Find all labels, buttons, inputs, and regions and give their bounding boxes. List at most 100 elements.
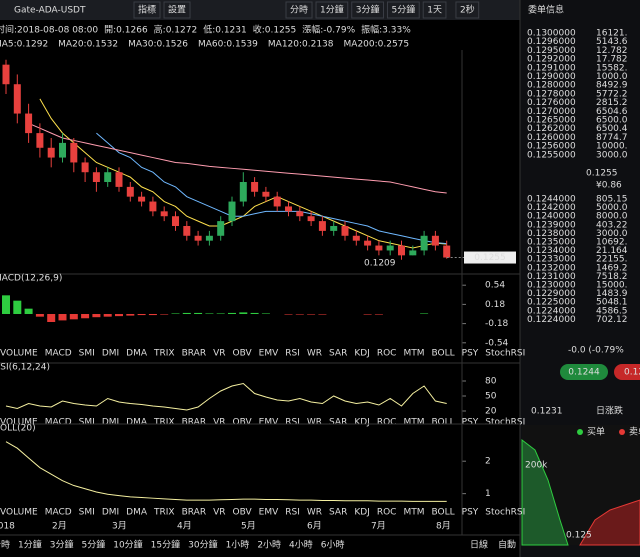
bid-price: 0.1235000: [527, 238, 576, 248]
candle-body: [431, 235, 439, 246]
indicator-tab[interactable]: DMA: [126, 349, 148, 359]
buy-price[interactable]: 0.1244: [568, 368, 600, 378]
indicator-tab[interactable]: MACD: [45, 418, 72, 428]
indicator-tab[interactable]: MACD: [45, 349, 72, 359]
toolbar-button[interactable]: 2秒: [460, 4, 475, 16]
macd-bar: [250, 312, 259, 314]
y-tick-label: 20: [485, 407, 497, 417]
candle-body: [239, 182, 247, 202]
indicator-tab[interactable]: WR: [307, 508, 322, 518]
indicator-tab[interactable]: EMV: [259, 418, 279, 428]
indicator-tab[interactable]: TRIX: [153, 508, 175, 518]
indicator-tab[interactable]: MTM: [403, 508, 424, 518]
indicator-tab[interactable]: KDJ: [354, 418, 370, 428]
indicator-tab[interactable]: VR: [213, 418, 225, 428]
ask-amount: 8492.9: [596, 81, 628, 91]
indicator-tab[interactable]: KDJ: [354, 508, 370, 518]
interval-tab[interactable]: 6小時: [321, 540, 345, 551]
indicator-tab[interactable]: DMI: [102, 418, 119, 428]
interval-tab[interactable]: 10分鐘: [113, 539, 142, 551]
macd-bar: [182, 312, 191, 314]
candle-body: [149, 201, 157, 212]
indicator-tab[interactable]: VOLUME: [0, 418, 38, 428]
ask-amount: 10000.: [596, 142, 628, 152]
interval-tab[interactable]: 自動: [498, 539, 516, 551]
indicator-tab[interactable]: TRIX: [153, 349, 175, 359]
indicator-tab[interactable]: VR: [213, 508, 225, 518]
indicator-tab[interactable]: VR: [213, 349, 225, 359]
toolbar-button[interactable]: 3分鐘: [356, 4, 380, 16]
indicator-title: MACD(12,26,9): [0, 274, 62, 284]
buy-button[interactable]: [560, 364, 608, 380]
indicator-tab[interactable]: BRAR: [182, 508, 206, 518]
interval-tab[interactable]: 4小時: [289, 540, 313, 551]
interval-tab[interactable]: 15分鐘: [151, 539, 180, 551]
indicator-tab[interactable]: ROC: [377, 508, 397, 518]
toolbar-button[interactable]: 5分鐘: [391, 4, 415, 16]
indicator-tab[interactable]: EMV: [259, 508, 279, 518]
indicator-tab[interactable]: DMA: [126, 418, 148, 428]
ask-amount: 12.782: [596, 46, 628, 56]
indicator-tab[interactable]: BOLL: [432, 349, 455, 359]
indicator-tab[interactable]: DMI: [102, 508, 119, 518]
indicator-tab[interactable]: SMI: [79, 418, 95, 428]
toolbar-button[interactable]: 設置: [168, 4, 186, 16]
sell-price[interactable]: 0.12: [624, 368, 640, 378]
indicator-tab[interactable]: DMI: [102, 349, 119, 359]
interval-tab[interactable]: 30分鐘: [188, 539, 217, 551]
indicator-tab[interactable]: SAR: [329, 349, 347, 359]
indicator-tab[interactable]: PSY: [462, 349, 479, 359]
indicator-tab[interactable]: StochRSI: [485, 418, 525, 428]
indicator-tab[interactable]: MTM: [403, 418, 424, 428]
toolbar-button[interactable]: 1分鐘: [320, 4, 344, 16]
indicator-tab[interactable]: BOLL: [432, 508, 455, 518]
interval-tab[interactable]: 1小時: [226, 540, 250, 551]
indicator-tab[interactable]: MTM: [403, 349, 424, 359]
indicator-tab[interactable]: RSI: [285, 349, 300, 359]
indicator-tab[interactable]: RSI: [285, 508, 300, 518]
candle-body: [443, 245, 451, 258]
candle-body: [81, 162, 89, 173]
indicator-tab[interactable]: TRIX: [153, 418, 175, 428]
indicator-tab[interactable]: WR: [307, 418, 322, 428]
toolbar-button[interactable]: 1天: [427, 6, 442, 16]
toolbar-button[interactable]: 分時: [290, 5, 308, 16]
indicator-tab[interactable]: BOLL: [432, 418, 455, 428]
indicator-tab[interactable]: StochRSI: [485, 508, 525, 518]
indicator-tab[interactable]: ROC: [377, 418, 397, 428]
indicator-tab[interactable]: WR: [307, 349, 322, 359]
interval-tab[interactable]: 2小時: [257, 540, 281, 551]
candle-body: [194, 235, 202, 241]
interval-tab[interactable]: 1分鐘: [18, 539, 42, 551]
interval-tab[interactable]: 5分鐘: [81, 539, 105, 551]
indicator-tab[interactable]: KDJ: [354, 349, 370, 359]
indicator-tab[interactable]: BRAR: [182, 418, 206, 428]
indicator-tab[interactable]: SAR: [329, 508, 347, 518]
indicator-tab[interactable]: StochRSI: [485, 349, 525, 359]
indicator-tab[interactable]: EMV: [259, 349, 279, 359]
indicator-tab[interactable]: VOLUME: [0, 349, 38, 359]
ask-price: 0.1278000: [527, 89, 576, 99]
indicator-tab[interactable]: ROC: [377, 349, 397, 359]
macd-bar: [115, 314, 123, 317]
indicator-tab[interactable]: SMI: [79, 349, 95, 359]
indicator-tab[interactable]: OBV: [233, 349, 253, 359]
indicator-tab[interactable]: SAR: [329, 418, 347, 428]
indicator-tab[interactable]: SMI: [79, 508, 95, 518]
indicator-tab[interactable]: VOLUME: [0, 508, 38, 518]
indicator-tab[interactable]: RSI: [285, 418, 300, 428]
indicator-tab[interactable]: PSY: [462, 508, 479, 518]
indicator-tab[interactable]: OBV: [233, 508, 253, 518]
indicator-tab[interactable]: MACD: [45, 508, 72, 518]
indicator-tab[interactable]: OBV: [233, 418, 253, 428]
indicator-tab[interactable]: DMA: [126, 508, 148, 518]
toolbar-button[interactable]: 指標: [138, 4, 156, 16]
interval-tab[interactable]: 3分鐘: [50, 539, 74, 551]
interval-tab[interactable]: 日線: [470, 539, 488, 551]
interval-tab[interactable]: 分時: [0, 540, 10, 551]
bid-amount: 1469.2: [596, 263, 628, 273]
sell-button[interactable]: [614, 364, 640, 380]
indicator-tab[interactable]: BRAR: [182, 349, 206, 359]
bid-price: 0.1224000: [527, 315, 576, 325]
indicator-tab[interactable]: PSY: [462, 418, 479, 428]
